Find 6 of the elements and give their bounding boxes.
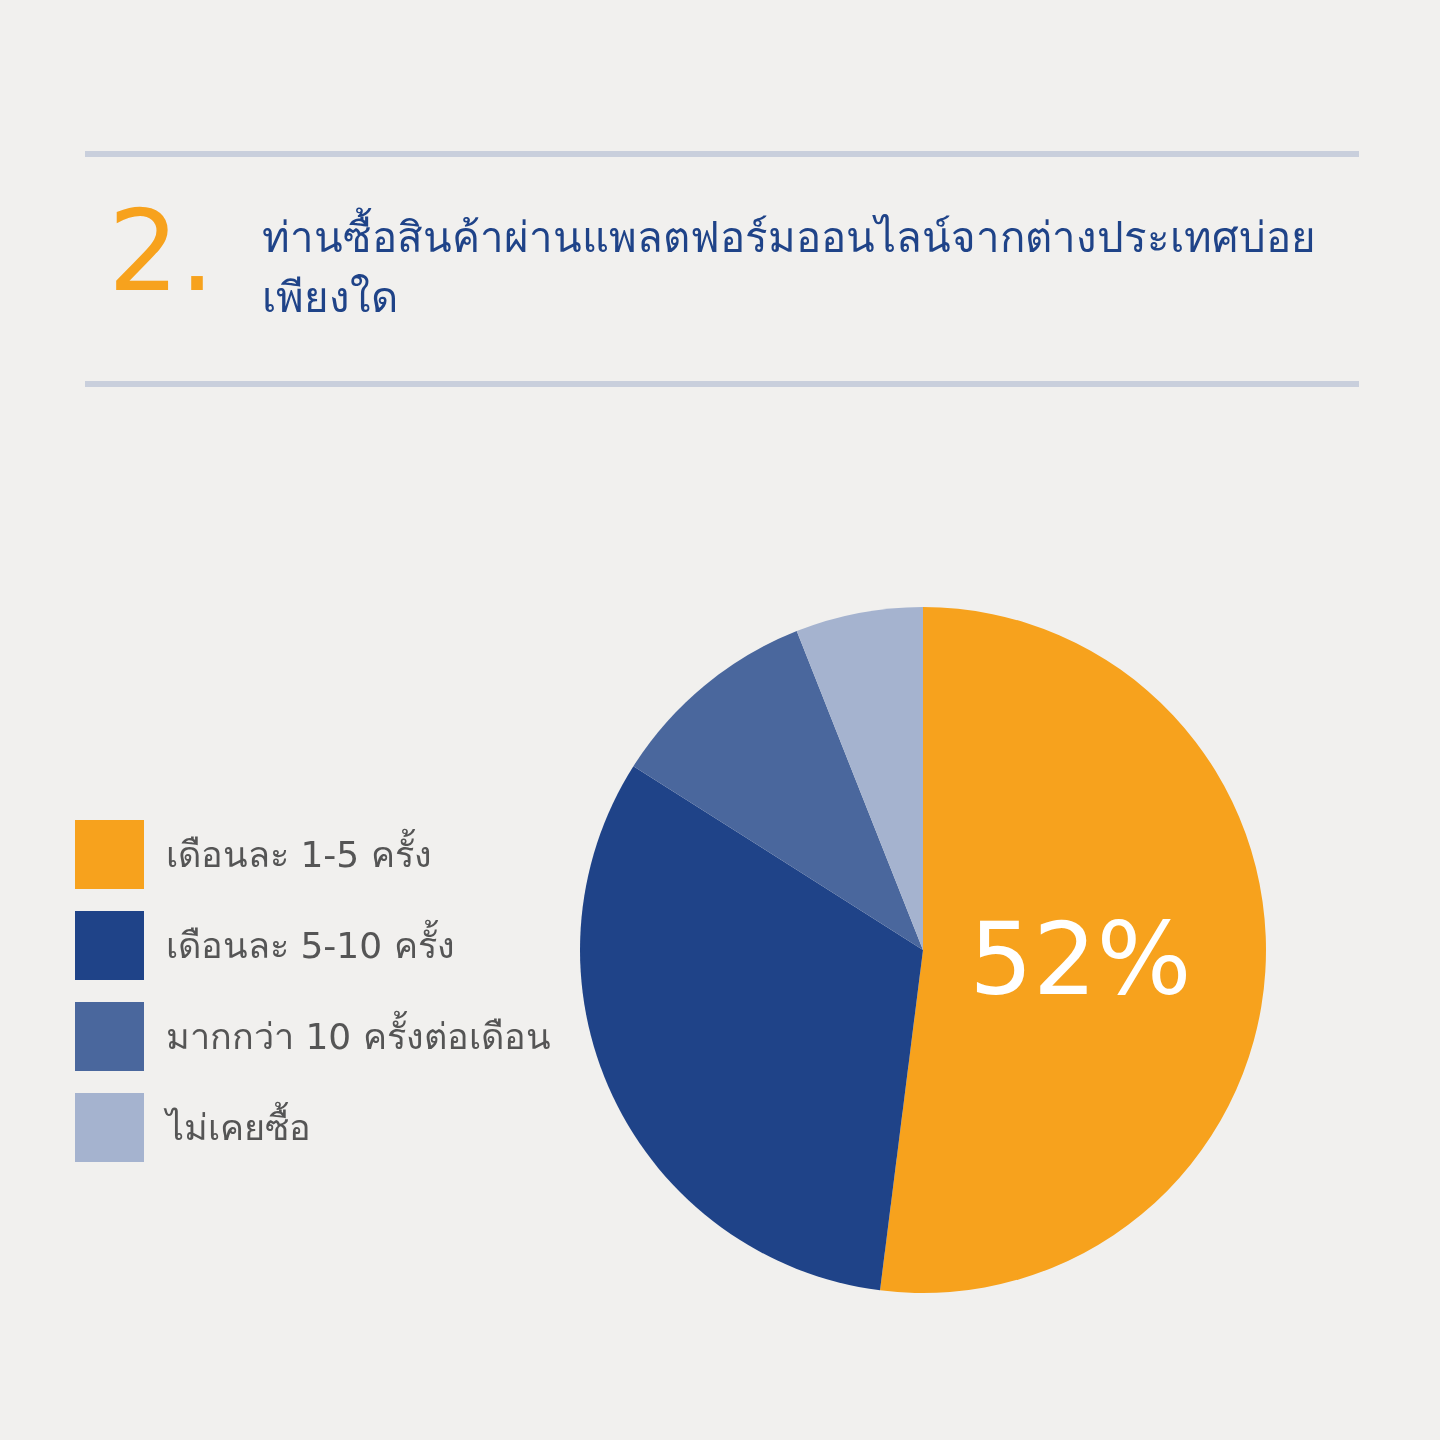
chart-title: ท่านซื้อสินค้าผ่านแพลตฟอร์มออนไลน์จากต่างประเทศบ่อยเพียงใด: [262, 208, 1317, 324]
legend-label: เดือนละ 1-5 ครั้ง: [166, 827, 432, 877]
legend-label: มากกว่า 10 ครั้งต่อเดือน: [166, 1009, 551, 1059]
text: 2.: [108, 186, 215, 316]
data-label: 52%: [969, 901, 1192, 1019]
legend-label: เดือนละ 5-10 ครั้ง: [166, 918, 455, 968]
